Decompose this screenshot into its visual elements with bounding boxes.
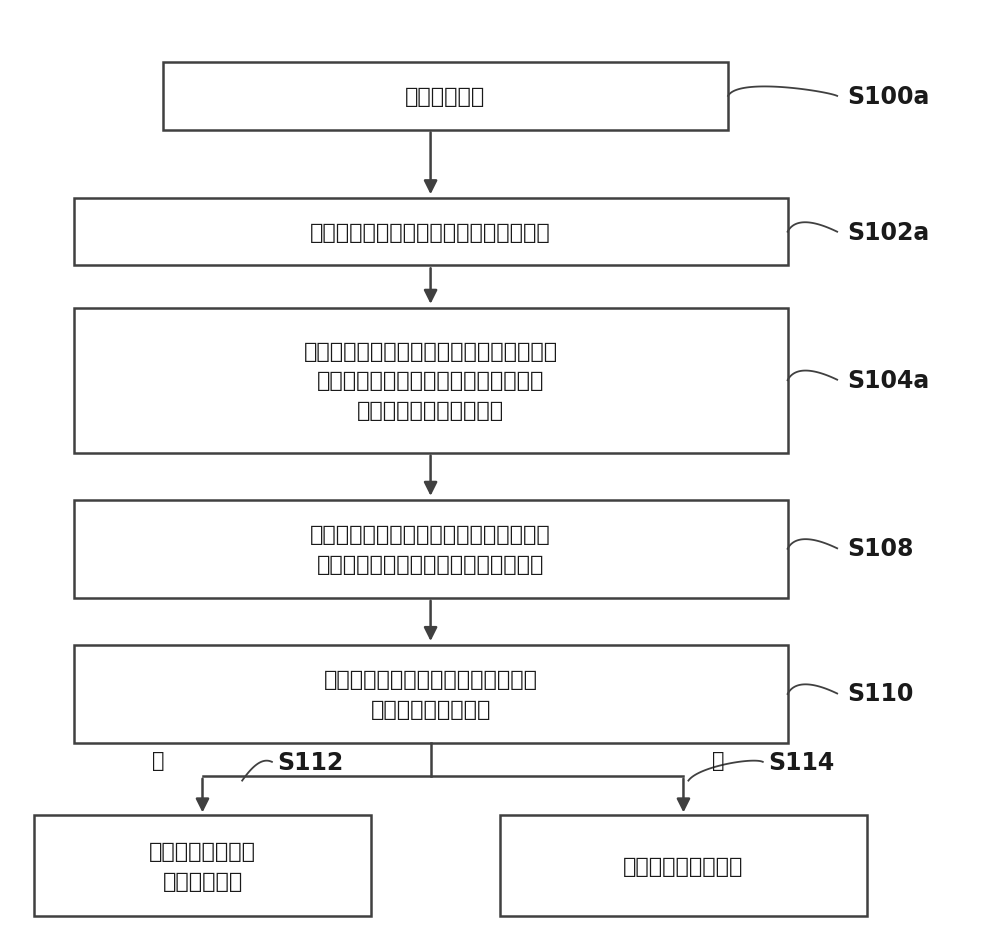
FancyBboxPatch shape xyxy=(163,63,728,130)
Text: 使全血样品进入第一反应区与第二反应区: 使全血样品进入第一反应区与第二反应区 xyxy=(310,223,551,243)
Text: 判断第一反馈值与第二反馈值的比值
是否在预设范围之间: 判断第一反馈值与第二反馈值的比值 是否在预设范围之间 xyxy=(324,669,538,719)
Text: 提供检测异常的信息: 提供检测异常的信息 xyxy=(623,856,744,876)
Text: S112: S112 xyxy=(277,750,343,774)
FancyBboxPatch shape xyxy=(500,816,867,917)
Text: S104a: S104a xyxy=(847,368,929,393)
FancyBboxPatch shape xyxy=(74,500,788,598)
FancyBboxPatch shape xyxy=(74,199,788,266)
Text: 以方波伏安法对一对第一电极施加两组方波
电压，以分别得到与血球容积比相关的
第一反馈值与第二反馈值: 以方波伏安法对一对第一电极施加两组方波 电压，以分别得到与血球容积比相关的 第一… xyxy=(304,341,558,420)
Text: S100a: S100a xyxy=(847,85,929,109)
FancyBboxPatch shape xyxy=(74,645,788,743)
FancyBboxPatch shape xyxy=(34,816,371,917)
FancyBboxPatch shape xyxy=(74,309,788,453)
Text: 对第二电极施加电压，以得到第三反馈值
而推算全血样品中的目标分析物的浓度: 对第二电极施加电压，以得到第三反馈值 而推算全血样品中的目标分析物的浓度 xyxy=(310,525,551,574)
Text: 提供检测试片: 提供检测试片 xyxy=(405,87,486,107)
Text: 否: 否 xyxy=(712,750,724,770)
Text: 是: 是 xyxy=(152,750,164,770)
Text: S114: S114 xyxy=(768,750,834,774)
Text: S110: S110 xyxy=(847,682,913,706)
Text: S108: S108 xyxy=(847,537,914,561)
Text: 采用目标分析物的
推算出的浓度: 采用目标分析物的 推算出的浓度 xyxy=(149,841,256,891)
Text: S102a: S102a xyxy=(847,221,929,244)
